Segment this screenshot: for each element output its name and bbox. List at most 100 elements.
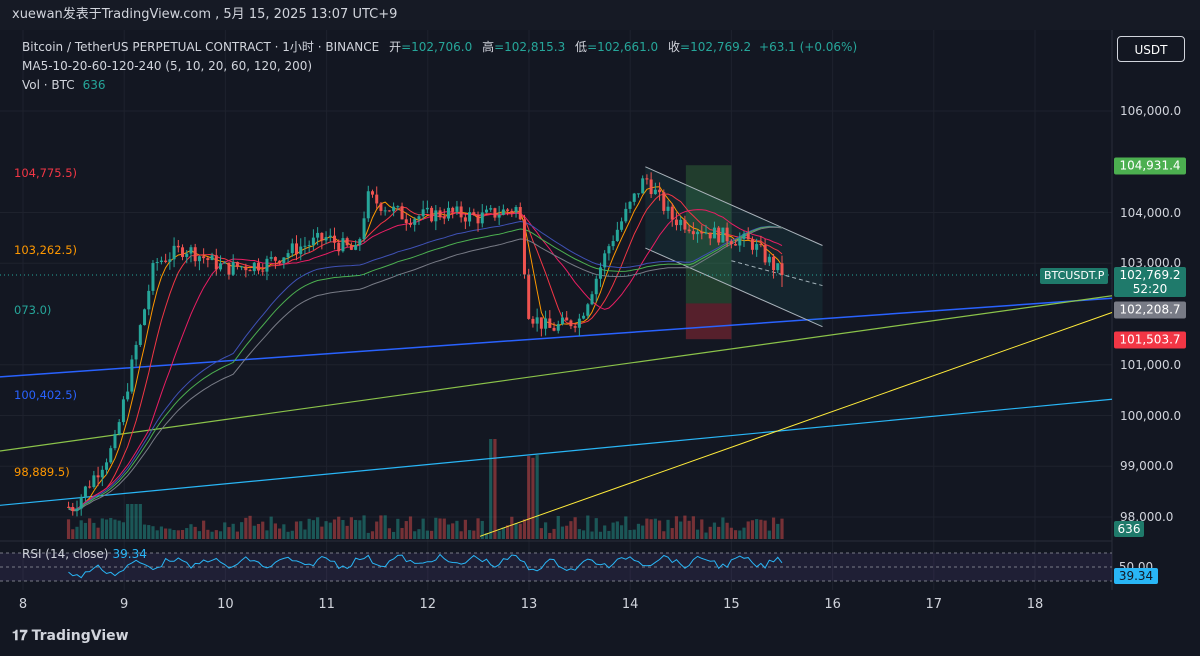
rsi-label: RSI (14, close) (22, 547, 109, 561)
candle-body (421, 209, 425, 217)
candle-body (235, 261, 239, 267)
volume-bar (79, 520, 83, 539)
volume-bar (666, 519, 670, 539)
last-price-label: 102,769.2 52:20 (1114, 267, 1186, 297)
channel-mid (731, 260, 823, 287)
candle-body (734, 244, 738, 246)
candle-body (645, 178, 649, 180)
volume-bar (518, 523, 522, 539)
candle-body (307, 245, 311, 247)
time-tick-label: 11 (318, 597, 335, 612)
volume-bar (83, 522, 88, 539)
volume-bar (472, 530, 476, 539)
price-chart[interactable] (0, 30, 1200, 630)
candle-body (88, 486, 92, 488)
candle-body (417, 216, 421, 220)
candle-body (763, 245, 767, 263)
volume-bar (776, 523, 780, 539)
volume-bar (311, 520, 315, 539)
time-tick-label: 14 (621, 597, 639, 612)
candle-body (134, 344, 138, 360)
volume-bar (370, 531, 375, 539)
candle-body (442, 217, 446, 219)
level-label: 104,775.5) (14, 166, 78, 181)
candle-body (299, 246, 303, 255)
volume-bar (645, 518, 649, 539)
volume-bar (218, 531, 223, 539)
volume-bar (290, 530, 294, 539)
volume-bar (552, 528, 556, 539)
rsi-legend[interactable]: RSI (14, close) 39.34 (22, 547, 147, 561)
candle-body (772, 256, 776, 271)
change-value: +63.1 (+0.06%) (759, 40, 858, 54)
candle-body (96, 475, 100, 478)
volume-bar (733, 530, 738, 539)
candle-body (683, 219, 687, 230)
tv-logo-icon: 𝟏𝟕 (12, 628, 28, 644)
candle-body (615, 229, 619, 242)
candle-body (155, 261, 159, 264)
time-tick-label: 13 (520, 597, 538, 612)
candle-body (738, 238, 742, 246)
time-tick-label: 10 (217, 597, 234, 612)
candle-body (518, 207, 522, 220)
high-label: 高 (482, 40, 495, 54)
volume-bar (484, 532, 489, 539)
volume-bar (256, 523, 261, 539)
volume-bar (674, 516, 679, 539)
candle-body (712, 227, 716, 239)
volume-bar (442, 518, 446, 539)
candle-body (223, 262, 227, 264)
entry-price-label: 102,208.7 (1114, 301, 1186, 319)
time-tick-label: 12 (419, 597, 437, 612)
volume-bar (649, 519, 653, 539)
volume-bar (522, 519, 527, 539)
candle-body (109, 448, 113, 463)
candle-body (506, 209, 510, 211)
currency-button[interactable]: USDT (1117, 36, 1185, 62)
candle-body (105, 462, 109, 470)
symbol-title[interactable]: Bitcoin / TetherUS PERPETUAL CONTRACT · … (22, 40, 380, 54)
candle-body (704, 232, 708, 234)
volume-bar (615, 521, 619, 539)
candle-body (670, 206, 674, 220)
stop-price-label: 101,503.7 (1114, 331, 1186, 349)
candle-body (759, 244, 763, 246)
volume-bar (535, 455, 539, 539)
volume-bar (565, 525, 569, 539)
volume-bar (493, 439, 497, 539)
volume-bar (273, 523, 278, 539)
volume-bar (404, 521, 408, 539)
volume-bar (214, 530, 218, 539)
volume-legend-value: 636 (82, 78, 106, 92)
low-value: =102,661.0 (587, 40, 659, 54)
candle-body (531, 318, 535, 324)
candle-body (455, 206, 459, 212)
rsi-value: 39.34 (112, 547, 147, 561)
candle-body (202, 256, 206, 259)
volume-bar (539, 528, 543, 539)
volume-bar (569, 521, 573, 539)
volume-legend-label[interactable]: Vol · BTC (22, 78, 75, 92)
rsi-band (0, 553, 1112, 581)
volume-bar (294, 521, 299, 539)
volume-bar (155, 530, 159, 539)
volume-bar (746, 521, 750, 539)
candle-body (746, 233, 750, 240)
ma-legend[interactable]: MA5-10-20-60-120-240 (5, 10, 20, 60, 120… (22, 59, 313, 73)
channel-upper (645, 166, 823, 246)
candle-body (176, 245, 180, 248)
candle-body (552, 327, 556, 331)
cyan-trend-line (0, 398, 1113, 506)
candle-body (83, 486, 87, 497)
volume-bar (96, 527, 100, 539)
volume-bar (434, 517, 438, 539)
candle-body (662, 192, 666, 211)
volume-bar (755, 519, 759, 539)
volume-bar (531, 457, 535, 539)
price-tick-label: 106,000.0 (1120, 104, 1182, 118)
volume-bar (142, 524, 147, 539)
candle-body (341, 238, 345, 252)
volume-bar (717, 526, 721, 539)
volume-bar (392, 531, 396, 539)
